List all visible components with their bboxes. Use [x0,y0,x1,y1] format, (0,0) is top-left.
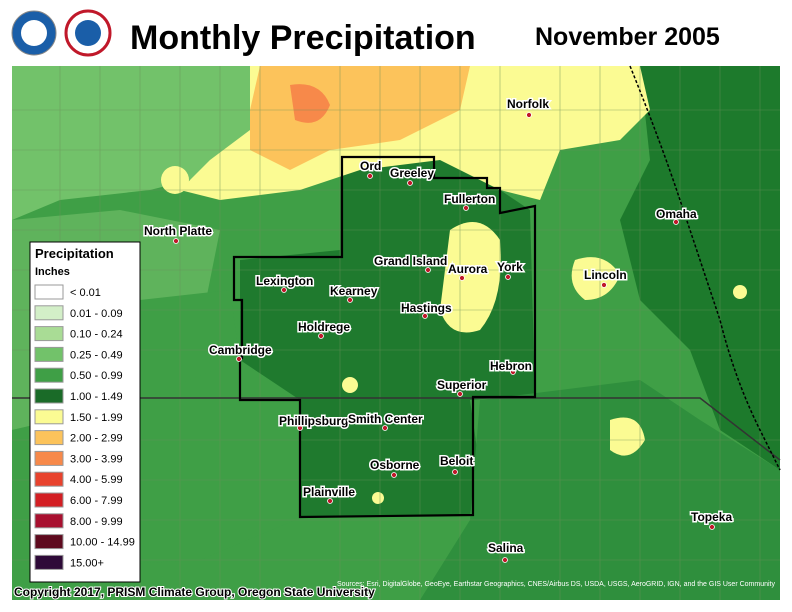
legend-swatch [34,409,64,425]
legend-label: 15.00+ [70,557,104,569]
legend-label: 0.50 - 0.99 [70,370,123,382]
legend-swatch [34,450,64,466]
legend-label: 10.00 - 14.99 [70,537,135,549]
city-label: Grand Island [374,254,447,268]
city-label: York [497,260,523,274]
legend-swatch [34,284,64,300]
city-dot [297,425,303,431]
city-dot [347,297,353,303]
legend-swatch [34,388,64,404]
noaa-logo-inner [21,20,47,46]
city-dot [367,173,373,179]
legend-label: 1.00 - 1.49 [70,391,123,403]
city-dot [425,267,431,273]
city-dot [510,369,516,375]
city-label: Plainville [303,485,355,499]
city-dot [391,472,397,478]
area-boundary [232,155,537,519]
city-label: Omaha [656,207,697,221]
city-dot [318,333,324,339]
city-dot [457,391,463,397]
city-label: Osborne [370,458,420,472]
city-dot [709,524,715,530]
sources: Sources: Esri, DigitalGlobe, GeoEye, Ear… [337,581,776,588]
nws-logo-inner [75,20,101,46]
city-label: Phillipsburg [279,414,348,428]
legend-units: Inches [35,266,70,278]
city-dot [173,238,179,244]
copyright: Copyright 2017, PRISM Climate Group, Ore… [14,585,375,599]
city-label: Beloit [440,454,473,468]
legend-swatch [34,534,64,550]
city-label: Greeley [390,166,434,180]
city-label: Aurora [448,262,488,276]
city-dot [601,282,607,288]
city-label: Superior [437,378,487,392]
legend: Precipitation Inches < 0.01 0.01 - 0.09 0.… [29,241,141,583]
legend-swatch [34,554,64,570]
city-label: Lincoln [584,268,627,282]
city-dot [526,112,532,118]
city-dot [459,275,465,281]
legend-swatch [34,326,64,342]
city-dot [236,356,242,362]
legend-label: 2.00 - 2.99 [70,433,123,445]
legend-swatch [34,513,64,529]
city-dot [673,219,679,225]
city-label: Smith Center [348,412,423,426]
state-line [12,397,781,461]
legend-swatch [34,367,64,383]
legend-swatch [34,471,64,487]
legend-title: Precipitation [35,246,114,261]
legend-label: 6.00 - 7.99 [70,495,123,507]
legend-label: < 0.01 [70,287,101,299]
legend-label: 8.00 - 9.99 [70,516,123,528]
city-label: Holdrege [298,320,350,334]
city-label: North Platte [144,224,212,238]
cities: Ord Greeley Fullerton Norfolk North Plat… [143,96,734,563]
city-dot [505,274,511,280]
city-label: Lexington [256,274,313,288]
city-label: Hebron [490,359,532,373]
city-dot [463,205,469,211]
city-label: Hastings [401,301,452,315]
city-dot [281,287,287,293]
legend-label: 0.10 - 0.24 [70,329,123,341]
legend-label: 4.00 - 5.99 [70,474,123,486]
city-label: Topeka [691,510,732,524]
legend-label: 0.25 - 0.49 [70,349,123,361]
legend-label: 0.01 - 0.09 [70,308,123,320]
city-dot [422,313,428,319]
legend-swatch [34,305,64,321]
header-bg [0,0,792,66]
map-title: Monthly Precipitation [130,19,476,57]
county-lines [12,66,780,600]
city-label: Salina [488,541,524,555]
city-dot [407,180,413,186]
city-label: Norfolk [507,97,549,111]
legend-swatch [34,492,64,508]
city-dot [382,425,388,431]
city-label: Kearney [330,284,378,298]
legend-swatch [34,346,64,362]
river [629,65,781,471]
city-dot [327,498,333,504]
city-label: Ord [360,159,381,173]
legend-swatch [34,430,64,446]
legend-label: 3.00 - 3.99 [70,453,123,465]
legend-label: 1.50 - 1.99 [70,412,123,424]
city-label: Fullerton [444,192,495,206]
city-dot [452,469,458,475]
city-dot [502,557,508,563]
city-label: Cambridge [209,343,272,357]
map-date: November 2005 [535,23,720,51]
